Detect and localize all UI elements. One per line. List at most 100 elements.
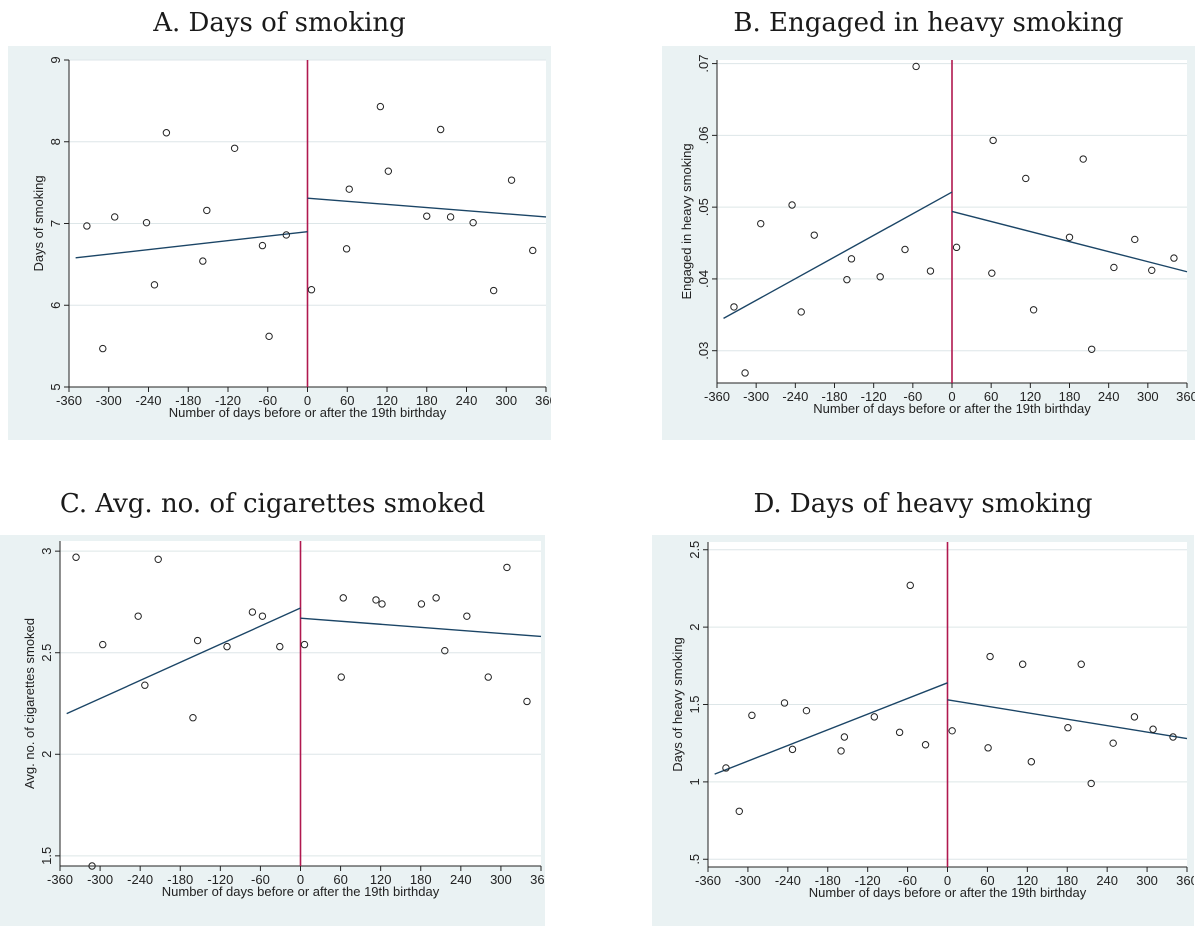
data-point (1018, 660, 1027, 668)
data-point (282, 231, 290, 239)
chart-panel-b: .03 .04 .05 .06 .07 -360 -300 -240 -180 -120 -60 0 6… (662, 46, 1195, 440)
data-point (150, 281, 159, 289)
fit-line (307, 197, 547, 218)
x-tick-label: -180 (821, 389, 847, 404)
data-point (926, 267, 935, 275)
data-point (906, 581, 914, 590)
x-tick-label: 180 (1056, 873, 1078, 888)
data-point (1110, 263, 1118, 272)
x-tick-label: -180 (167, 872, 193, 887)
data-point (223, 642, 231, 651)
data-point (337, 673, 345, 681)
data-point (952, 243, 961, 252)
x-tick-label: -360 (704, 389, 730, 404)
x-axis-title: Number of days before or after the 19th … (162, 884, 440, 899)
data-point (489, 286, 498, 295)
data-point (843, 275, 851, 284)
fit-line (300, 617, 542, 638)
data-point (876, 273, 884, 281)
x-tick-label: 0 (304, 393, 311, 408)
data-point (258, 241, 267, 250)
data-point (307, 286, 316, 294)
x-tick-label: -240 (775, 873, 801, 888)
data-point (141, 681, 149, 689)
y-tick-label: 1.5 (687, 695, 702, 713)
y-tick-label: 6 (48, 302, 63, 309)
y-tick-label: 3 (39, 548, 54, 555)
data-point (154, 555, 162, 563)
fit-line (75, 230, 308, 259)
data-point (989, 136, 997, 145)
y-tick-label: 9 (48, 56, 63, 63)
x-tick-label: -180 (815, 873, 841, 888)
data-point (741, 369, 749, 377)
data-point (780, 699, 789, 707)
fit-line (66, 607, 301, 715)
data-point (339, 594, 347, 602)
y-tick-label: 7 (48, 220, 63, 227)
x-axis-title: Number of days before or after the 19th … (813, 401, 1091, 416)
x-tick-label: 60 (340, 393, 354, 408)
data-point (1087, 345, 1096, 353)
data-point (912, 62, 920, 71)
data-point (417, 600, 426, 608)
data-point (99, 344, 107, 353)
x-tick-label: -300 (87, 872, 113, 887)
x-tick-label: 120 (1019, 389, 1041, 404)
data-point (895, 728, 904, 737)
data-point (265, 332, 273, 341)
data-point (376, 102, 385, 111)
data-point (757, 219, 765, 228)
x-tick-label: 120 (370, 872, 392, 887)
data-point (529, 246, 537, 255)
panel-title: B. Engaged in heavy smoking (733, 8, 1124, 38)
data-point (276, 642, 284, 651)
x-tick-label: 300 (1136, 873, 1158, 888)
x-tick-label: -300 (743, 389, 769, 404)
data-point (1065, 233, 1074, 241)
data-point (802, 706, 811, 715)
data-point (797, 308, 805, 316)
data-point (345, 185, 353, 193)
y-tick-label: 2.5 (39, 644, 54, 662)
x-axis-title: Number of days before or after the 19th … (169, 405, 447, 420)
data-point (484, 673, 492, 681)
panel-title: A. Days of smoking (153, 8, 406, 38)
fit-line (951, 210, 1188, 273)
x-tick-label: -240 (127, 872, 153, 887)
data-point (384, 167, 393, 175)
data-point (810, 231, 818, 239)
x-tick-label: 180 (1059, 389, 1081, 404)
data-point (432, 594, 440, 602)
x-tick-label: -240 (135, 393, 161, 408)
x-tick-label: -60 (251, 872, 270, 887)
fit-line (714, 682, 948, 775)
data-point (788, 745, 797, 754)
y-tick-label: 8 (48, 138, 63, 145)
data-point (88, 862, 96, 870)
data-point (189, 714, 197, 722)
data-point (984, 744, 992, 752)
data-point (300, 640, 309, 649)
panel-title: D. Days of heavy smoking (753, 489, 1093, 519)
y-tick-label: 2.5 (687, 541, 702, 559)
x-tick-label: 180 (416, 393, 438, 408)
data-point (199, 257, 207, 265)
y-axis-title: Days of heavy smoking (670, 637, 685, 771)
fit-line (947, 699, 1188, 740)
data-point (840, 733, 849, 741)
x-tick-label: 0 (944, 873, 951, 888)
x-tick-label: -240 (782, 389, 808, 404)
y-tick-label: .5 (687, 854, 702, 865)
chart-panel-c: 1.5 2 2.5 3 -360 -300 -240 -180 -120 -60 0 60 120 180… (0, 535, 545, 926)
data-point (378, 600, 386, 608)
x-tick-label: 360 (530, 872, 545, 887)
data-point (162, 129, 171, 137)
data-point (1029, 306, 1038, 314)
x-tick-label: 120 (376, 393, 398, 408)
data-point (1148, 266, 1156, 275)
y-tick-label: .03 (696, 342, 711, 360)
y-tick-label: 1 (687, 778, 702, 785)
panel-title: C. Avg. no. of cigarettes smoked (59, 489, 486, 519)
data-point (1027, 758, 1036, 766)
